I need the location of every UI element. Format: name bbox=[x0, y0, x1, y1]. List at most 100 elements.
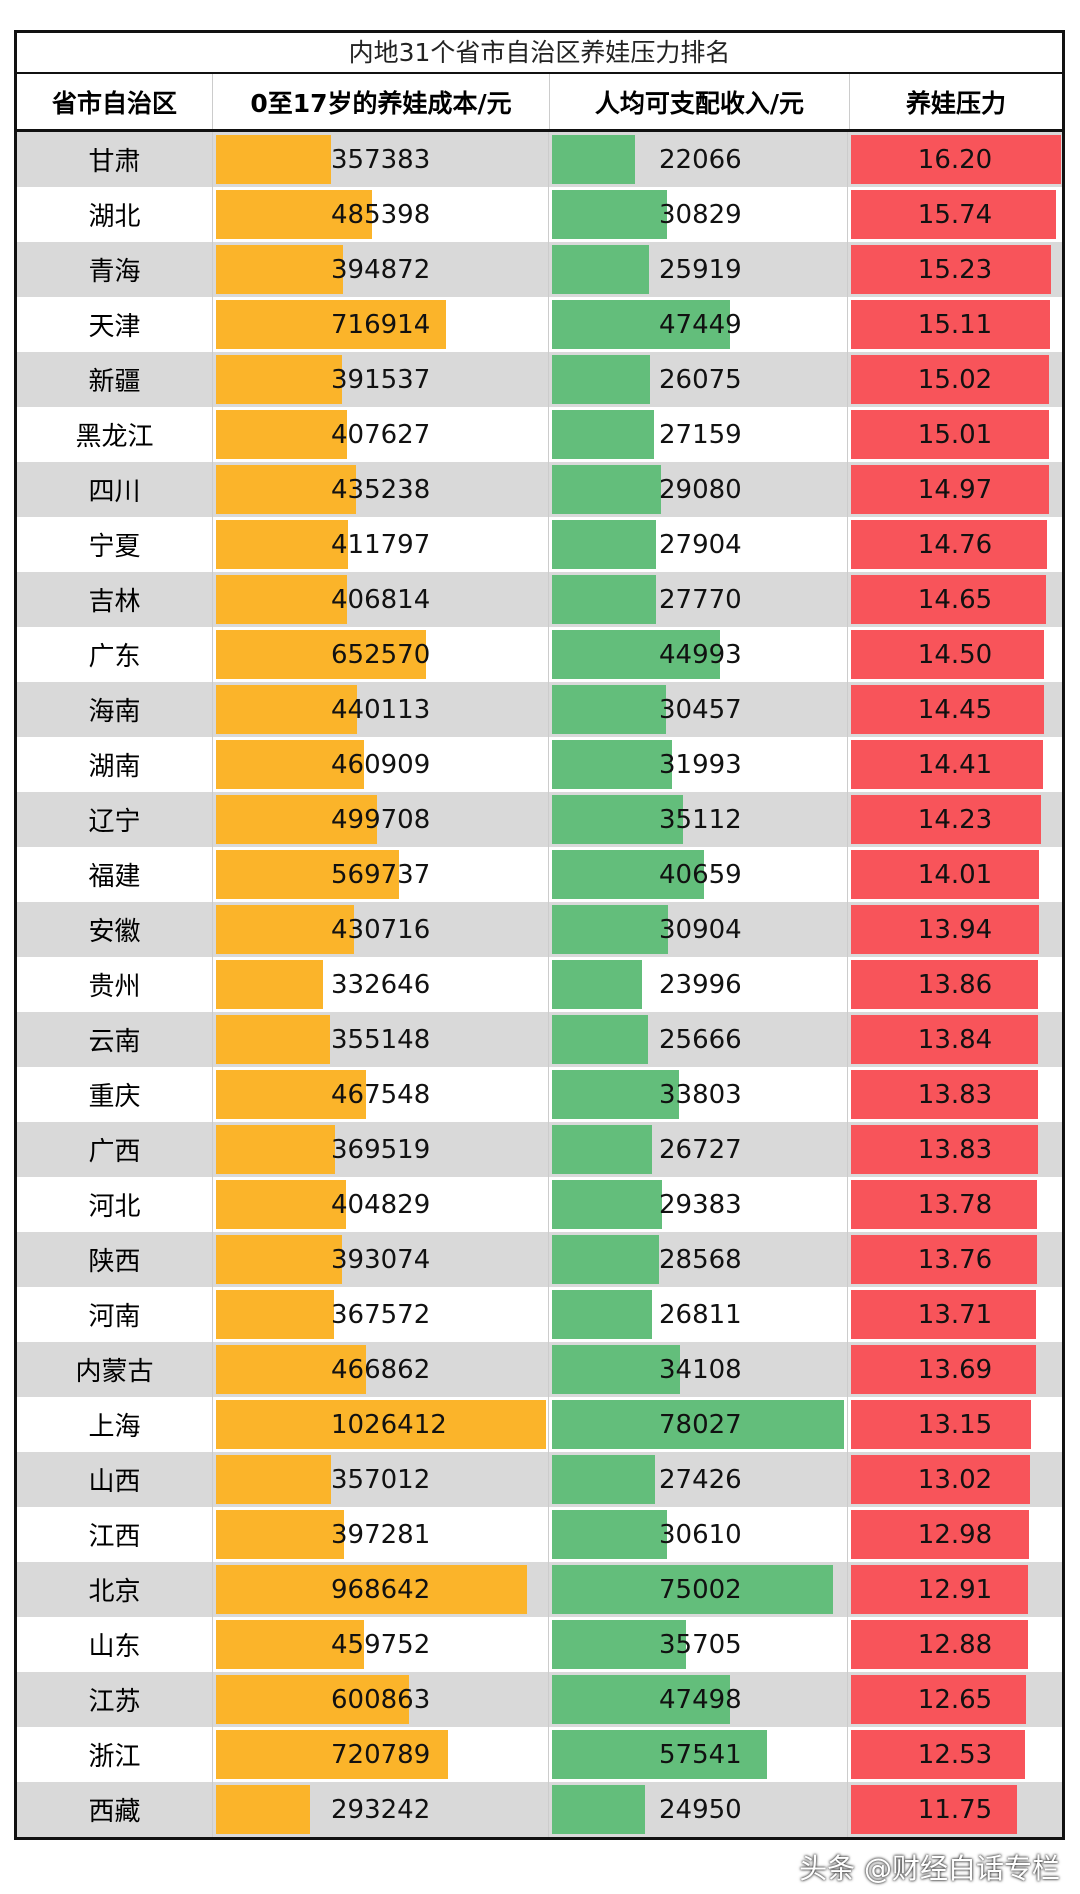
table-row: 青海 394872 25919 15.23 bbox=[17, 242, 1062, 297]
table-row: 广西 369519 26727 13.83 bbox=[17, 1122, 1062, 1177]
region-cell: 海南 bbox=[88, 697, 141, 727]
income-cell: 47498 bbox=[548, 1672, 847, 1727]
cost-value: 1026412 bbox=[331, 1409, 447, 1440]
income-bar bbox=[552, 1510, 667, 1559]
income-bar bbox=[552, 1235, 659, 1284]
cost-cell: 467548 bbox=[212, 1067, 548, 1122]
pressure-cell: 13.83 bbox=[847, 1122, 1062, 1177]
cost-value: 357383 bbox=[331, 144, 431, 175]
cost-cell: 569737 bbox=[212, 847, 548, 902]
income-value: 27159 bbox=[659, 419, 742, 450]
cost-cell: 968642 bbox=[212, 1562, 548, 1617]
income-cell: 28568 bbox=[548, 1232, 847, 1287]
table-row: 湖南 460909 31993 14.41 bbox=[17, 737, 1062, 792]
income-cell: 26811 bbox=[548, 1287, 847, 1342]
income-cell: 34108 bbox=[548, 1342, 847, 1397]
income-cell: 30829 bbox=[548, 187, 847, 242]
table-row: 辽宁 499708 35112 14.23 bbox=[17, 792, 1062, 847]
pressure-value: 13.78 bbox=[917, 1189, 993, 1220]
table-row: 宁夏 411797 27904 14.76 bbox=[17, 517, 1062, 572]
income-bar bbox=[552, 1345, 680, 1394]
income-value: 30457 bbox=[659, 694, 742, 725]
cost-value: 404829 bbox=[331, 1189, 431, 1220]
cost-bar bbox=[216, 1180, 347, 1229]
pressure-value: 15.23 bbox=[917, 254, 993, 285]
region-cell: 河南 bbox=[88, 1302, 141, 1332]
cost-value: 406814 bbox=[331, 584, 431, 615]
pressure-cell: 12.65 bbox=[847, 1672, 1062, 1727]
income-cell: 30457 bbox=[548, 682, 847, 737]
pressure-value: 13.15 bbox=[917, 1409, 993, 1440]
pressure-bar bbox=[851, 135, 1061, 184]
region-cell: 山西 bbox=[88, 1467, 141, 1497]
pressure-bar bbox=[851, 1290, 1037, 1339]
cost-bar bbox=[216, 1345, 367, 1394]
income-value: 25666 bbox=[659, 1024, 742, 1055]
cost-value: 652570 bbox=[331, 639, 431, 670]
pressure-value: 11.75 bbox=[917, 1794, 993, 1825]
cost-bar bbox=[216, 960, 323, 1009]
region-cell: 甘肃 bbox=[88, 147, 141, 177]
region-cell: 安徽 bbox=[88, 917, 141, 947]
cost-value: 391537 bbox=[331, 364, 431, 395]
income-bar bbox=[552, 575, 656, 624]
income-bar bbox=[552, 1180, 662, 1229]
pressure-bar bbox=[851, 1345, 1037, 1394]
cost-bar bbox=[216, 1620, 364, 1669]
cost-bar bbox=[216, 1785, 311, 1834]
pressure-bar bbox=[851, 410, 1050, 459]
income-bar bbox=[552, 905, 668, 954]
table-row: 新疆 391537 26075 15.02 bbox=[17, 352, 1062, 407]
cost-value: 393074 bbox=[331, 1244, 431, 1275]
cost-cell: 440113 bbox=[212, 682, 548, 737]
cost-cell: 466862 bbox=[212, 1342, 548, 1397]
region-cell: 青海 bbox=[88, 257, 141, 287]
cost-cell: 485398 bbox=[212, 187, 548, 242]
pressure-value: 12.88 bbox=[917, 1629, 993, 1660]
pressure-bar bbox=[851, 795, 1042, 844]
cost-value: 430716 bbox=[331, 914, 431, 945]
region-cell: 福建 bbox=[88, 862, 141, 892]
table-title: 内地31个省市自治区养娃压力排名 bbox=[17, 33, 1062, 74]
pressure-bar bbox=[851, 685, 1044, 734]
pressure-bar bbox=[851, 1785, 1017, 1834]
income-bar bbox=[552, 960, 642, 1009]
income-cell: 75002 bbox=[548, 1562, 847, 1617]
income-value: 30610 bbox=[659, 1519, 742, 1550]
cost-bar bbox=[216, 1015, 331, 1064]
income-value: 27426 bbox=[659, 1464, 742, 1495]
income-bar bbox=[552, 520, 657, 569]
pressure-value: 15.11 bbox=[917, 309, 993, 340]
cost-cell: 369519 bbox=[212, 1122, 548, 1177]
income-value: 22066 bbox=[659, 144, 742, 175]
region-cell: 辽宁 bbox=[88, 807, 141, 837]
region-cell: 重庆 bbox=[88, 1082, 141, 1112]
pressure-cell: 13.69 bbox=[847, 1342, 1062, 1397]
table-row: 福建 569737 40659 14.01 bbox=[17, 847, 1062, 902]
income-bar bbox=[552, 685, 666, 734]
cost-cell: 460909 bbox=[212, 737, 548, 792]
income-cell: 35112 bbox=[548, 792, 847, 847]
pressure-cell: 12.98 bbox=[847, 1507, 1062, 1562]
cost-bar bbox=[216, 410, 348, 459]
cost-value: 460909 bbox=[331, 749, 431, 780]
table-row: 河北 404829 29383 13.78 bbox=[17, 1177, 1062, 1232]
income-bar bbox=[552, 1785, 646, 1834]
cost-cell: 397281 bbox=[212, 1507, 548, 1562]
cost-bar bbox=[216, 135, 331, 184]
income-cell: 44993 bbox=[548, 627, 847, 682]
income-bar bbox=[552, 245, 649, 294]
table-row: 贵州 332646 23996 13.86 bbox=[17, 957, 1062, 1012]
income-cell: 78027 bbox=[548, 1397, 847, 1452]
region-cell: 湖南 bbox=[88, 752, 141, 782]
income-bar bbox=[552, 1070, 679, 1119]
pressure-bar bbox=[851, 575, 1046, 624]
cost-bar bbox=[216, 1455, 331, 1504]
header-pressure: 养娃压力 bbox=[905, 88, 1006, 118]
pressure-value: 15.74 bbox=[917, 199, 993, 230]
cost-value: 394872 bbox=[331, 254, 431, 285]
income-value: 30904 bbox=[659, 914, 742, 945]
income-value: 40659 bbox=[659, 859, 742, 890]
pressure-value: 14.65 bbox=[917, 584, 993, 615]
cost-cell: 499708 bbox=[212, 792, 548, 847]
